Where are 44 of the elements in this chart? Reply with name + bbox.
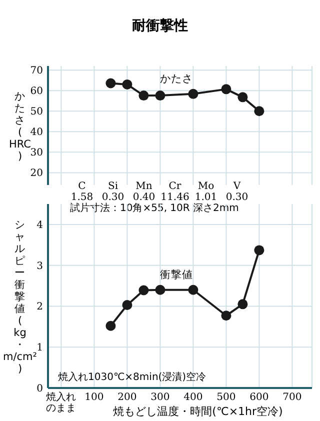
x-tick-label: 700: [282, 392, 302, 403]
point: [238, 299, 248, 310]
x-tick-label: 200: [118, 392, 137, 403]
y-tick-label: 70: [30, 66, 43, 77]
point: [221, 84, 232, 94]
point: [188, 284, 198, 295]
y-tick-label: 50: [30, 106, 43, 118]
point: [188, 88, 198, 99]
annotation: 焼入れ1030℃×8min(浸漬)空冷: [58, 371, 206, 383]
text: シャルピー衝撃値(kg・m/cm²): [3, 219, 37, 375]
x-tick-label: 400: [184, 392, 203, 403]
point: [221, 310, 232, 321]
y-tick-label: 0: [36, 384, 43, 394]
point: [254, 106, 264, 116]
point: [155, 284, 166, 295]
point: [254, 245, 264, 256]
y-tick-label: 60: [30, 86, 43, 98]
x-tick-label: 300: [150, 392, 170, 403]
y-tick-label: 20: [30, 168, 43, 180]
x-tick-label: 500: [216, 392, 236, 403]
annotation: かたさ: [160, 72, 194, 85]
point: [238, 92, 248, 102]
x-tick-label: 100: [84, 392, 104, 403]
point: [138, 90, 149, 101]
point: [155, 90, 166, 101]
x-axis-title: 焼もどし温度・時間(℃×1hr空冷): [113, 405, 283, 418]
y-tick-label: 3: [36, 260, 43, 272]
point: [106, 78, 116, 88]
y-tick-label: 40: [30, 127, 43, 138]
x-tick-label: 600: [250, 392, 269, 403]
y-tick-label: 4: [36, 220, 43, 231]
annotation: 衝撃値: [160, 268, 194, 281]
y-tick-label: 1: [36, 342, 43, 354]
y-axis-title: かたさ(HRC): [9, 90, 31, 162]
chart-title: 耐衝撃性: [132, 18, 188, 34]
y-tick-label: 30: [30, 148, 43, 159]
point: [106, 320, 116, 331]
point: [122, 300, 132, 310]
text: C Si Mn Cr Mo V: [78, 181, 241, 192]
point: [122, 79, 132, 90]
y-tick-label: 2: [36, 302, 43, 313]
point: [138, 285, 149, 296]
text: 1.58 0.30 0.40 11.46 1.01 0.30: [70, 192, 248, 203]
x-tick-label: 焼入れのまま: [46, 391, 76, 414]
